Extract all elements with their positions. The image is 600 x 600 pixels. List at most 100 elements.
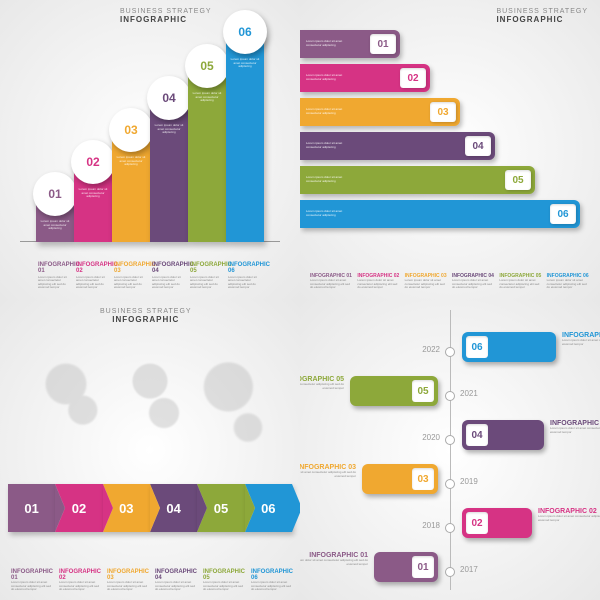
caption: INFOGRAPHIC 06 Lorem ipsum dolor sit ame…	[248, 569, 296, 592]
caption-text: Lorem ipsum dolor sit amet consectetur a…	[310, 279, 353, 290]
caption-label: INFOGRAPHIC 02	[76, 262, 110, 274]
bar-number: 02	[86, 155, 99, 169]
hbar-03: Lorem ipsum dolor sit amet consectetur a…	[300, 98, 460, 126]
bar-01: 01 Lorem ipsum dolor sit amet consectetu…	[36, 194, 74, 242]
hbar-chart: Lorem ipsum dolor sit amet consectetur a…	[300, 30, 600, 240]
panel-arrows: BUSINESS STRATEGY INFOGRAPHIC 01 02 03 0…	[0, 300, 300, 600]
timeline-box-05: 05	[350, 376, 438, 406]
arrow-number: 01	[24, 501, 38, 516]
hbar-02: Lorem ipsum dolor sit amet consectetur a…	[300, 64, 430, 92]
bar-number: 05	[200, 59, 213, 73]
title-line1: BUSINESS STRATEGY	[120, 8, 212, 15]
timeline-year: 2018	[422, 521, 440, 530]
bar-chart: 01 Lorem ipsum dolor sit amet consectetu…	[0, 32, 300, 242]
caption-text: Lorem ipsum dolor sit amet consectetur a…	[59, 581, 101, 592]
caption-text: Lorem ipsum dolor sit amet consectetur a…	[538, 515, 600, 522]
caption-text: Lorem ipsum dolor sit amet consectetur a…	[76, 276, 110, 290]
timeline-node	[445, 347, 455, 357]
timeline-year: 2021	[460, 389, 478, 398]
caption: INFOGRAPHIC 02 Lorem ipsum dolor sit ame…	[357, 273, 400, 290]
timeline-caption: INFOGRAPHIC 05 Lorem ipsum dolor sit ame…	[300, 376, 344, 390]
caption-text: Lorem ipsum dolor sit amet consectetur a…	[452, 279, 495, 290]
caption-text: Lorem ipsum dolor sit amet consectetur a…	[562, 339, 600, 346]
timeline-caption: INFOGRAPHIC 01 Lorem ipsum dolor sit ame…	[300, 552, 368, 566]
caption-text: Lorem ipsum dolor sit amet consectetur a…	[357, 279, 400, 290]
arrow-number: 03	[119, 501, 133, 516]
caption: INFOGRAPHIC 04 Lorem ipsum dolor sit ame…	[452, 273, 495, 290]
caption: INFOGRAPHIC 01 Lorem ipsum dolor sit ame…	[310, 273, 353, 290]
timeline-caption: INFOGRAPHIC 02 Lorem ipsum dolor sit ame…	[538, 508, 600, 522]
title-line2: INFOGRAPHIC	[120, 15, 212, 24]
timeline-caption: INFOGRAPHIC 06 Lorem ipsum dolor sit ame…	[562, 332, 600, 346]
hbar-number: 03	[430, 102, 456, 122]
hbar-lorem: Lorem ipsum dolor sit amet consectetur a…	[300, 210, 350, 217]
caption-text: Lorem ipsum dolor sit amet consectetur a…	[499, 279, 542, 290]
hbar-number: 02	[400, 68, 426, 88]
bar-lorem: Lorem ipsum dolor sit amet consectetur a…	[192, 92, 222, 103]
timeline-number: 04	[466, 424, 488, 446]
caption-label: INFOGRAPHIC 01	[38, 262, 72, 274]
panel-title: BUSINESS STRATEGY INFOGRAPHIC	[100, 308, 192, 324]
panel-title: BUSINESS STRATEGY INFOGRAPHIC	[496, 8, 588, 24]
caption-text: Lorem ipsum dolor sit amet consectetur a…	[228, 276, 262, 290]
hbar-number: 06	[550, 204, 576, 224]
panel-hbars: BUSINESS STRATEGY INFOGRAPHIC Lorem ipsu…	[300, 0, 600, 300]
hbar-number: 01	[370, 34, 396, 54]
circle-badge: 02	[71, 140, 115, 184]
timeline-caption: INFOGRAPHIC 04 Lorem ipsum dolor sit ame…	[550, 420, 600, 434]
title-line2: INFOGRAPHIC	[100, 315, 192, 324]
caption-text: Lorem ipsum dolor sit amet consectetur a…	[11, 581, 53, 592]
circle-badge: 01	[33, 172, 77, 216]
timeline-number: 06	[466, 336, 488, 358]
title-line2: INFOGRAPHIC	[496, 15, 588, 24]
caption: INFOGRAPHIC 05 Lorem ipsum dolor sit ame…	[188, 262, 226, 290]
caption: INFOGRAPHIC 06 Lorem ipsum dolor sit ame…	[226, 262, 264, 290]
bar-lorem: Lorem ipsum dolor sit amet consectetur a…	[116, 156, 146, 167]
bar-02: 02 Lorem ipsum dolor sit amet consectetu…	[74, 162, 112, 242]
circle-badge: 04	[147, 76, 191, 120]
world-map-icon	[10, 326, 290, 471]
hbar-06: Lorem ipsum dolor sit amet consectetur a…	[300, 200, 580, 228]
panel-timeline: 2017 01 INFOGRAPHIC 01 Lorem ipsum dolor…	[300, 300, 600, 600]
hbar-lorem: Lorem ipsum dolor sit amet consectetur a…	[300, 176, 350, 183]
timeline-node	[445, 435, 455, 445]
arrow-number: 04	[166, 501, 180, 516]
circle-badge: 05	[185, 44, 229, 88]
timeline-box-01: 01	[374, 552, 438, 582]
caption: INFOGRAPHIC 05 Lorem ipsum dolor sit ame…	[200, 569, 248, 592]
hbar-05: Lorem ipsum dolor sit amet consectetur a…	[300, 166, 535, 194]
caption: INFOGRAPHIC 01 Lorem ipsum dolor sit ame…	[36, 262, 74, 290]
bar-number: 03	[124, 123, 137, 137]
hbar-lorem: Lorem ipsum dolor sit amet consectetur a…	[300, 142, 350, 149]
circle-badge: 06	[223, 10, 267, 54]
panel-title: BUSINESS STRATEGY INFOGRAPHIC	[120, 8, 212, 24]
captions: INFOGRAPHIC 01 Lorem ipsum dolor sit ame…	[0, 262, 300, 290]
timeline-number: 02	[466, 512, 488, 534]
caption-text: Lorem ipsum dolor sit amet consectetur a…	[547, 279, 590, 290]
hbar-number: 05	[505, 170, 531, 190]
arrow-number: 02	[72, 501, 86, 516]
timeline-node	[445, 567, 455, 577]
caption-text: Lorem ipsum dolor sit amet consectetur a…	[155, 581, 197, 592]
caption: INFOGRAPHIC 05 Lorem ipsum dolor sit ame…	[499, 273, 542, 290]
hbar-lorem: Lorem ipsum dolor sit amet consectetur a…	[300, 40, 350, 47]
title-line1: BUSINESS STRATEGY	[100, 308, 192, 315]
caption-text: Lorem ipsum dolor sit amet consectetur a…	[152, 276, 186, 290]
arrow-row: 01 02 03 04 05 06	[8, 484, 292, 532]
caption-text: Lorem ipsum dolor sit amet consectetur a…	[300, 559, 368, 566]
caption-label: INFOGRAPHIC 04	[152, 262, 186, 274]
bar-06: 06 Lorem ipsum dolor sit amet consectetu…	[226, 32, 264, 242]
caption-text: Lorem ipsum dolor sit amet consectetur a…	[38, 276, 72, 290]
caption-text: Lorem ipsum dolor sit amet consectetur a…	[300, 383, 344, 390]
captions: INFOGRAPHIC 01 Lorem ipsum dolor sit ame…	[310, 273, 590, 290]
bar-lorem: Lorem ipsum dolor sit amet consectetur a…	[154, 124, 184, 135]
captions: INFOGRAPHIC 01 Lorem ipsum dolor sit ame…	[8, 569, 292, 592]
hbar-lorem: Lorem ipsum dolor sit amet consectetur a…	[300, 74, 350, 81]
timeline-number: 01	[412, 556, 434, 578]
hbar-number: 04	[465, 136, 491, 156]
caption-text: Lorem ipsum dolor sit amet consectetur a…	[550, 427, 600, 434]
bar-03: 03 Lorem ipsum dolor sit amet consectetu…	[112, 130, 150, 242]
timeline-number: 05	[412, 380, 434, 402]
caption: INFOGRAPHIC 03 Lorem ipsum dolor sit ame…	[112, 262, 150, 290]
hbar-04: Lorem ipsum dolor sit amet consectetur a…	[300, 132, 495, 160]
